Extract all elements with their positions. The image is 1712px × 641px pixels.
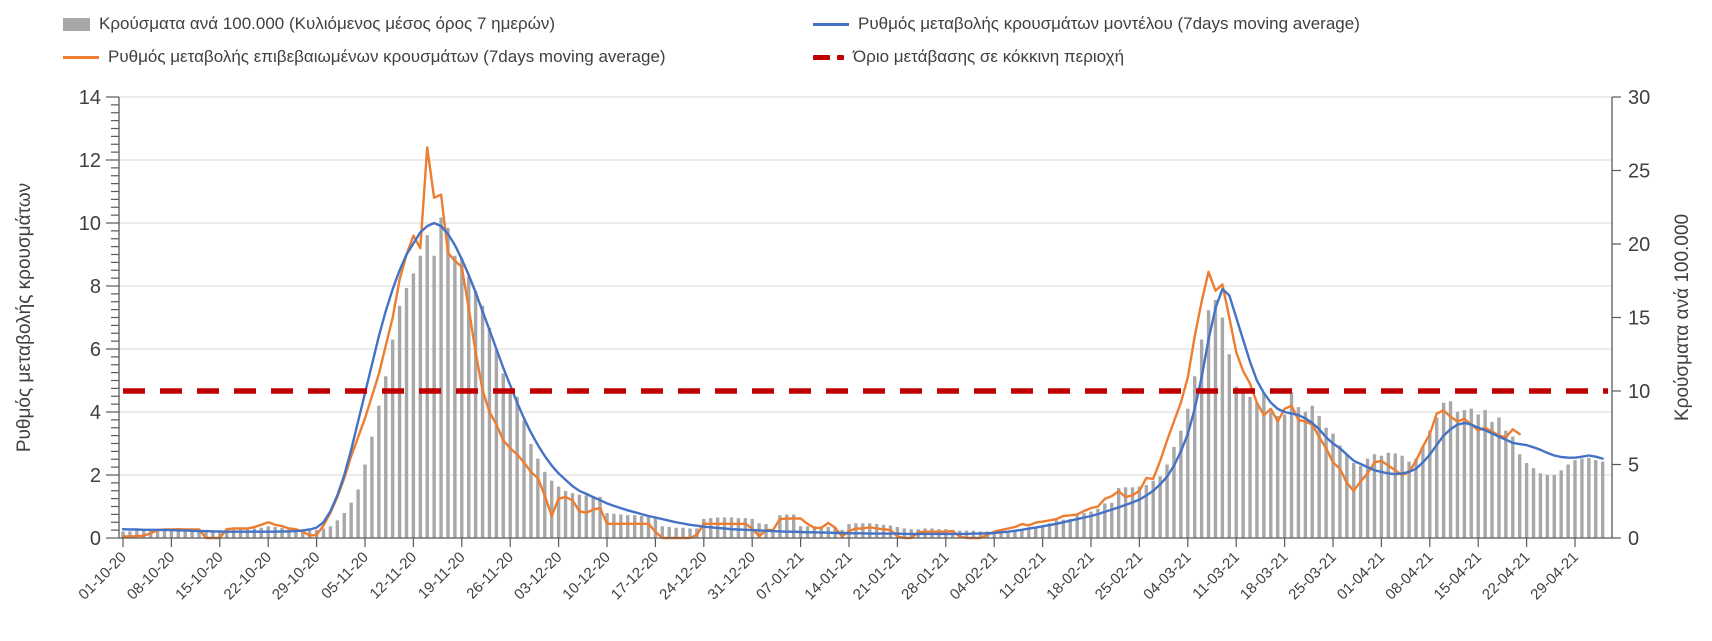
x-axis-tick-label: 15-04-21 — [1431, 549, 1485, 603]
left-axis: 0 2 4 6 8 10 12 14 — [79, 87, 119, 550]
x-axis-tick-label: 03-12-20 — [511, 549, 565, 603]
x-axis: 01-10-2008-10-2015-10-2022-10-2029-10-20… — [75, 538, 1582, 603]
x-axis-tick-label: 07-01-21 — [753, 549, 807, 603]
right-axis-tick-label: 10 — [1628, 381, 1650, 403]
left-axis-tick-label: 8 — [90, 276, 101, 298]
right-axis-tick-label: 15 — [1628, 308, 1650, 330]
x-axis-tick-label: 22-10-20 — [221, 549, 275, 603]
left-axis-tick-label: 4 — [90, 402, 101, 424]
blue-line-swatch-icon — [813, 22, 849, 26]
right-axis-tick-label: 5 — [1628, 455, 1639, 477]
x-axis-tick-label: 15-10-20 — [172, 549, 226, 603]
x-axis-tick-label: 11-03-21 — [1189, 549, 1243, 603]
left-axis-tick-label: 10 — [79, 213, 101, 235]
bar-swatch-icon — [63, 17, 90, 31]
left-axis-tick-label: 14 — [79, 87, 101, 109]
right-axis-tick-label: 30 — [1628, 87, 1650, 109]
confirmed-rate-line — [121, 146, 1521, 540]
x-axis-tick-label: 25-02-21 — [1092, 549, 1146, 603]
x-axis-tick-label: 01-10-20 — [75, 549, 129, 603]
x-axis-tick-label: 08-04-21 — [1382, 549, 1436, 603]
x-axis-tick-label: 18-03-21 — [1237, 549, 1291, 603]
legend-item-model-rate: Ρυθμός μεταβολής κρουσμάτων μοντέλου (7d… — [813, 14, 1360, 34]
x-axis-tick-label: 04-03-21 — [1140, 549, 1194, 603]
x-axis-tick-label: 26-11-20 — [463, 549, 517, 603]
x-axis-tick-label: 19-11-20 — [415, 549, 469, 603]
red-dash-swatch-icon — [813, 54, 844, 60]
x-axis-tick-label: 24-12-20 — [656, 549, 710, 603]
left-axis-tick-label: 12 — [79, 150, 101, 172]
right-axis: 0 5 10 15 20 25 30 — [1612, 87, 1650, 550]
right-axis-tick-label: 0 — [1628, 528, 1639, 550]
x-axis-tick-label: 31-12-20 — [705, 549, 759, 603]
legend-item-confirmed-rate: Ρυθμός μεταβολής επιβεβαιωμένων κρουσμάτ… — [63, 47, 666, 67]
legend-label-model-rate: Ρυθμός μεταβολής κρουσμάτων μοντέλου (7d… — [858, 14, 1360, 33]
left-axis-tick-label: 0 — [90, 528, 101, 550]
legend-item-threshold: Όριο μετάβασης σε κόκκινη περιοχή — [813, 47, 1124, 67]
x-axis-tick-label: 11-02-21 — [996, 549, 1050, 603]
x-axis-tick-label: 04-02-21 — [947, 549, 1001, 603]
left-axis-tick-label: 6 — [90, 339, 101, 361]
legend-label-cases: Κρούσματα ανά 100.000 (Κυλιόμενος μέσος … — [99, 14, 556, 33]
right-axis-title: Κρούσματα ανά 100.000 — [1672, 214, 1693, 421]
grid-lines — [119, 96, 1612, 476]
left-axis-title: Ρυθμός μεταβολής κρουσμάτων — [14, 183, 35, 452]
x-axis-tick-label: 05-11-20 — [318, 549, 372, 603]
x-axis-tick-label: 29-04-21 — [1527, 549, 1581, 603]
x-axis-tick-label: 01-04-21 — [1334, 549, 1388, 603]
x-axis-tick-label: 28-01-21 — [898, 549, 952, 603]
x-axis-tick-label: 25-03-21 — [1285, 549, 1339, 603]
orange-line-swatch-icon — [63, 55, 99, 59]
x-axis-tick-label: 17-12-20 — [608, 549, 662, 603]
axis-titles: Ρυθμός μεταβολής κρουσμάτων Κρούσματα ανά… — [14, 183, 1693, 452]
legend-label-threshold: Όριο μετάβασης σε κόκκινη περιοχή — [853, 47, 1125, 66]
cases-bars — [121, 217, 1605, 539]
right-axis-tick-label: 20 — [1628, 234, 1650, 256]
x-axis-tick-label: 10-12-20 — [559, 549, 613, 603]
legend-label-confirmed-rate: Ρυθμός μεταβολής επιβεβαιωμένων κρουσμάτ… — [108, 47, 666, 66]
model-rate-line — [121, 221, 1604, 536]
x-axis-tick-label: 22-04-21 — [1479, 549, 1533, 603]
x-axis-tick-label: 12-11-20 — [367, 549, 421, 603]
x-axis-tick-label: 29-10-20 — [269, 549, 323, 603]
x-axis-tick-label: 18-02-21 — [1043, 549, 1097, 603]
x-axis-tick-label: 08-10-20 — [124, 549, 178, 603]
legend-item-cases-bars: Κρούσματα ανά 100.000 (Κυλιόμενος μέσος … — [63, 14, 555, 34]
left-axis-tick-label: 2 — [90, 465, 101, 487]
x-axis-tick-label: 21-01-21 — [850, 549, 904, 603]
right-axis-tick-label: 25 — [1628, 161, 1650, 183]
x-axis-tick-label: 14-01-21 — [801, 549, 855, 603]
